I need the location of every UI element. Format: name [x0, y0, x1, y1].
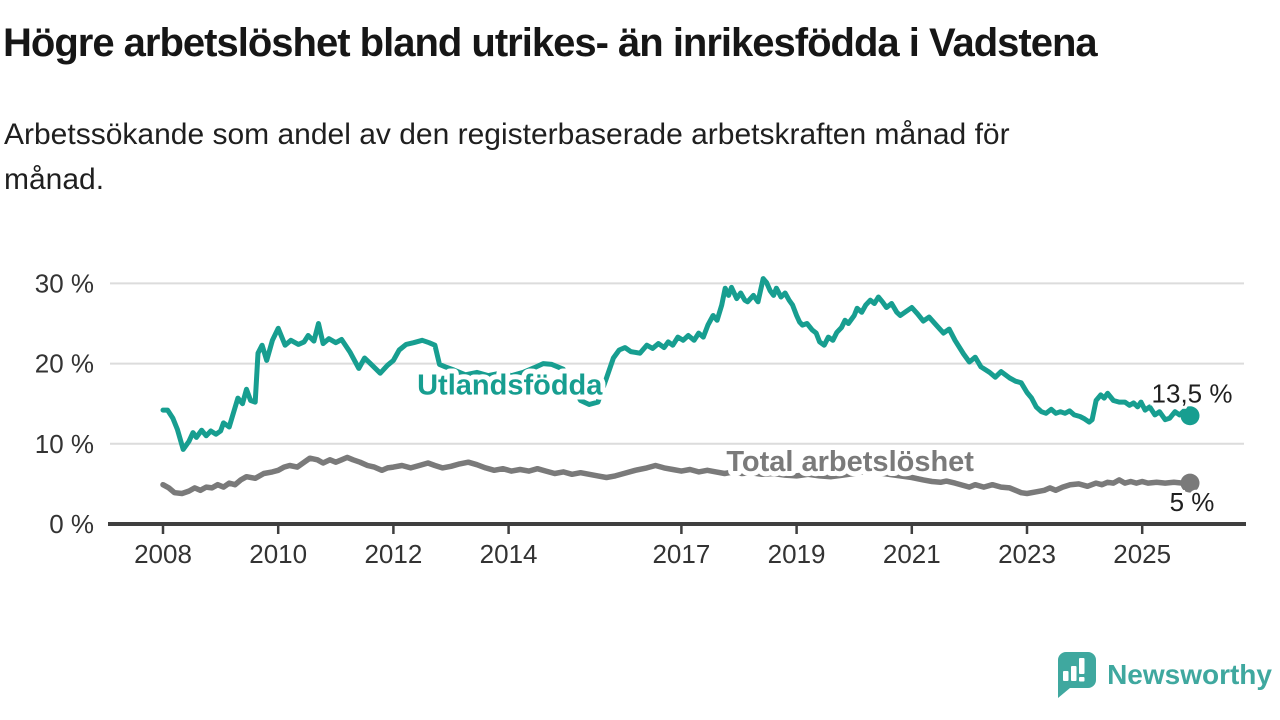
x-tick-label: 2010 — [249, 539, 307, 569]
series-end-value-total: 5 % — [1170, 487, 1215, 517]
y-tick-label: 0 % — [49, 509, 94, 539]
x-tick-label: 2021 — [883, 539, 941, 569]
series-end-dot-total — [1180, 473, 1200, 493]
series-line-utlandsfodda — [160, 276, 1193, 452]
series-end-dot-utlandsfodda — [1180, 406, 1200, 426]
newsworthy-logo: Newsworthy — [1054, 652, 1272, 698]
y-tick-label: 10 % — [35, 429, 94, 459]
x-tick-label: 2023 — [998, 539, 1056, 569]
x-tick-label: 2014 — [480, 539, 538, 569]
x-tick-label: 2008 — [134, 539, 192, 569]
series-line-total — [160, 454, 1193, 497]
x-tick-label: 2019 — [768, 539, 826, 569]
chart-title: Högre arbetslöshet bland utrikes- än inr… — [3, 21, 1098, 65]
x-tick-label: 2012 — [364, 539, 422, 569]
series-label-utlandsfodda: Utlandsfödda — [417, 369, 603, 401]
y-tick-label: 20 % — [35, 349, 94, 379]
chart-subtitle: Arbetssökande som andel av den registerb… — [4, 118, 1010, 196]
newsworthy-logo-text: Newsworthy — [1107, 659, 1272, 690]
y-tick-label: 30 % — [35, 268, 94, 298]
series-label-total: Total arbetslöshet — [726, 446, 974, 478]
x-tick-label: 2017 — [652, 539, 710, 569]
newsworthy-logo-icon — [1058, 652, 1097, 698]
x-tick-label: 2025 — [1113, 539, 1171, 569]
series-end-value-utlandsfodda: 13,5 % — [1152, 379, 1233, 409]
